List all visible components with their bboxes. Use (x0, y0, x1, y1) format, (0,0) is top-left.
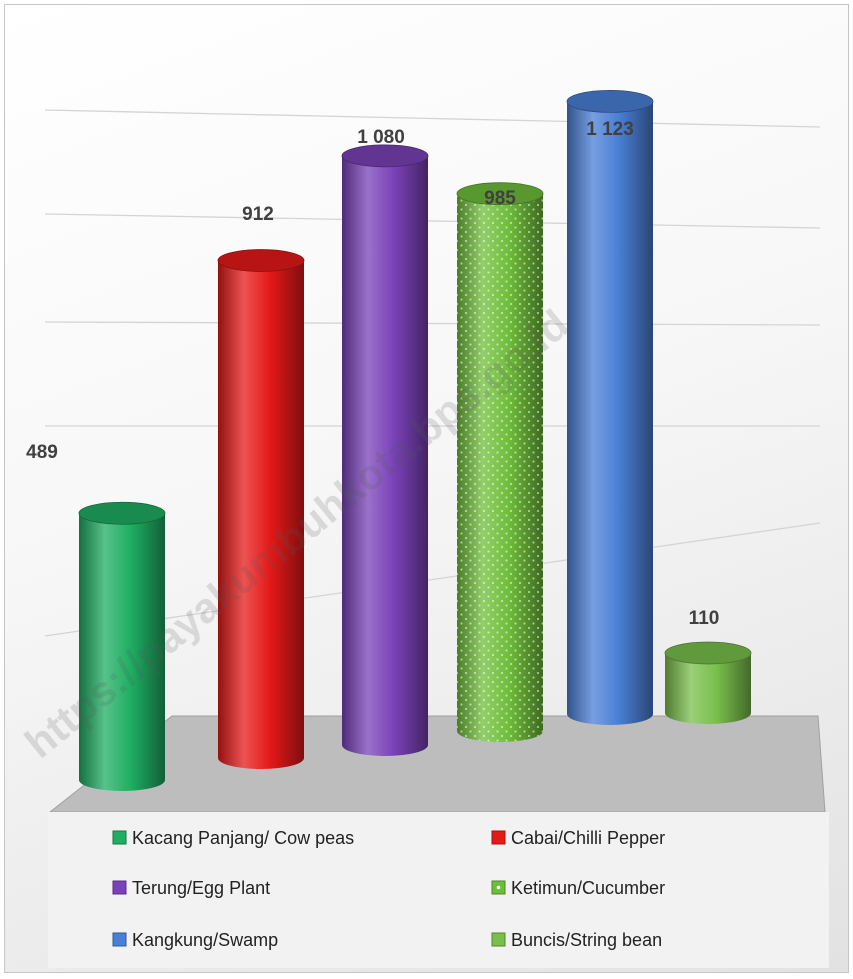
legend-item: Kangkung/Swamp (112, 930, 278, 950)
legend-swatch (112, 880, 127, 895)
bar-top (78, 501, 166, 525)
legend-item: Kacang Panjang/ Cow peas (112, 828, 354, 848)
legend-item: Cabai/Chilli Pepper (491, 828, 665, 848)
bar-body (218, 260, 304, 769)
bars (78, 90, 752, 791)
gridline (44, 213, 821, 229)
data-label: 912 (242, 204, 274, 225)
legend-label: Cabai/Chilli Pepper (511, 828, 665, 848)
bar-pattern (457, 193, 543, 742)
data-label: 1 080 (357, 127, 405, 148)
data-label: 1 123 (586, 119, 634, 140)
data-label: 110 (689, 608, 720, 629)
bar-4 (566, 90, 654, 725)
data-label: 489 (26, 442, 58, 463)
gridline (44, 109, 821, 128)
legend-label: Kangkung/Swamp (132, 930, 278, 950)
legend-item: Ketimun/Cucumber (491, 878, 665, 898)
gridline (44, 522, 821, 637)
legend-swatch (112, 830, 127, 845)
bar-1 (217, 249, 305, 769)
legend-label: Ketimun/Cucumber (511, 878, 665, 898)
legend-swatch (491, 830, 506, 845)
legend-swatch-dot (496, 885, 501, 890)
bar-5 (664, 641, 752, 724)
bar-top (664, 641, 752, 665)
bar-top (456, 182, 544, 206)
legend-label: Terung/Egg Plant (132, 878, 270, 898)
legend-item: Terung/Egg Plant (112, 878, 270, 898)
bar-top (566, 90, 654, 113)
legend-item: Buncis/String bean (491, 930, 662, 950)
data-label: 985 (484, 188, 516, 209)
chart-floor (48, 715, 826, 813)
bar-2 (341, 144, 429, 757)
gridline (44, 321, 821, 326)
legend-swatch (112, 932, 127, 947)
legend-label: Buncis/String bean (511, 930, 662, 950)
bar-body (79, 513, 165, 791)
legend-swatch (491, 932, 506, 947)
data-labels: 489 912 1 080 985 1 123 110 (26, 119, 719, 629)
gridlines (44, 109, 821, 637)
bar-body (567, 101, 653, 725)
bar-body (342, 155, 428, 757)
bar-top (217, 249, 305, 272)
bar-body (665, 652, 751, 724)
bar-0 (78, 501, 166, 791)
legend: Kacang Panjang/ Cow peas Cabai/Chilli Pep… (48, 812, 829, 968)
legend-label: Kacang Panjang/ Cow peas (132, 828, 354, 848)
legend-box (48, 812, 829, 968)
bar-3 (456, 182, 544, 742)
bar-top (341, 144, 429, 168)
